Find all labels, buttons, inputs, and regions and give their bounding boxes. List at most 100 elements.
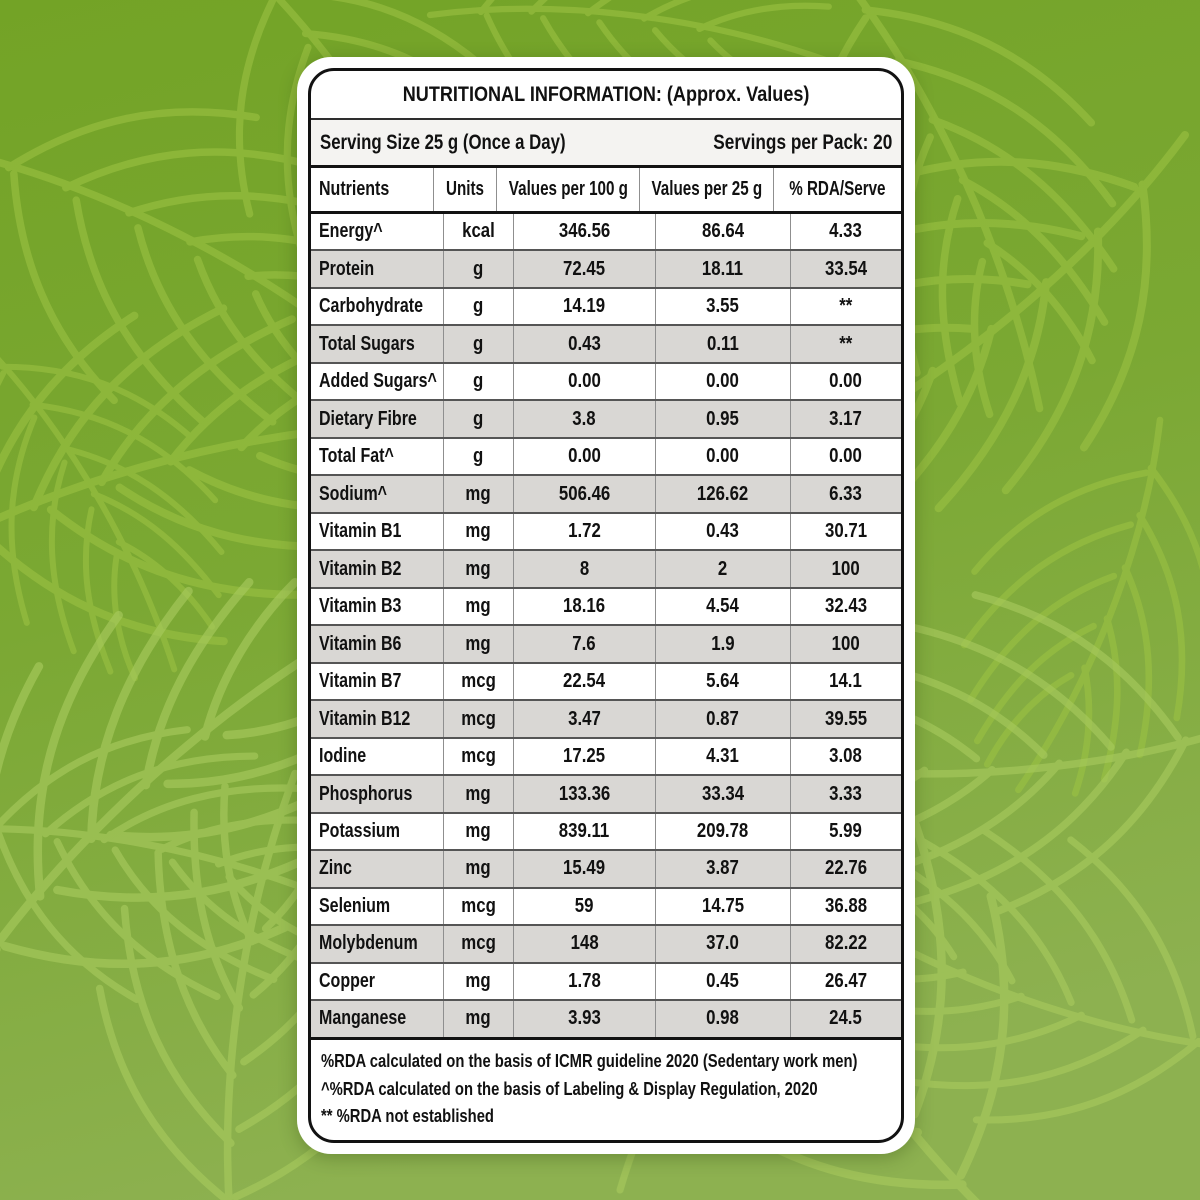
nutrient-name-cell: Vitamin B6 (311, 626, 443, 661)
nutrient-name-cell: Vitamin B2 (311, 551, 443, 586)
header-rda-per-serve-text: % RDA/Serve (789, 178, 886, 200)
rda-percent-cell: 24.5 (789, 1001, 901, 1037)
footnote-rda-labeling: ^%RDA calculated on the basis of Labelin… (321, 1075, 891, 1103)
header-units: Units (432, 168, 497, 211)
value-per-100g-cell-text: 346.56 (558, 220, 611, 243)
value-per-100g-cell: 15.49 (512, 851, 656, 887)
rda-percent-cell: ** (789, 326, 901, 362)
rda-percent-cell-text: 26.47 (824, 969, 867, 992)
unit-cell: mcg (443, 663, 512, 700)
table-row: Dietary Fibre g 3.8 0.95 3.17 (311, 399, 901, 437)
table-row: Potassium mg 839.11 209.78 5.99 (311, 811, 901, 850)
table-header-row: Nutrients Units Values per 100 g Values … (311, 168, 901, 214)
header-units-text: Units (446, 178, 485, 200)
nutrient-name-cell: Carbohydrate (311, 289, 443, 324)
rda-percent-cell-text: 3.33 (829, 782, 863, 805)
nutrient-name-cell-text: Phosphorus (319, 782, 413, 805)
table-row: Copper mg 1.78 0.45 26.47 (311, 961, 901, 1000)
value-per-25g-cell-text: 18.11 (702, 257, 744, 280)
value-per-100g-cell: 22.54 (512, 663, 656, 700)
value-per-100g-cell-text: 1.72 (568, 520, 601, 543)
value-per-25g-cell-text: 3.87 (706, 857, 740, 880)
nutrient-name-cell-text: Copper (319, 969, 375, 992)
table-body: Energy^ kcal 346.56 86.64 4.33 Protein g 72.45 1… (311, 214, 901, 1037)
rda-percent-cell: 0.00 (789, 438, 901, 475)
value-per-25g-cell-text: 0.98 (706, 1007, 740, 1030)
table-row: Carbohydrate g 14.19 3.55 ** (311, 286, 901, 325)
nutrient-name-cell: Vitamin B3 (311, 589, 443, 624)
nutrient-name-cell-text: Potassium (319, 819, 400, 842)
value-per-25g-cell-text: 0.00 (706, 370, 740, 393)
table-row: Phosphorus mg 133.36 33.34 3.33 (311, 774, 901, 812)
rda-percent-cell-text: 6.33 (829, 482, 863, 505)
nutrient-name-cell-text: Vitamin B7 (319, 670, 402, 693)
rda-percent-cell-text: 0.00 (829, 445, 863, 468)
value-per-25g-cell: 3.55 (655, 288, 789, 325)
value-per-25g-cell: 0.98 (655, 1001, 789, 1037)
value-per-25g-cell-text: 0.87 (706, 707, 740, 730)
unit-cell-text: g (473, 257, 484, 280)
nutrient-name-cell: Vitamin B7 (311, 664, 443, 699)
table-row: Vitamin B7 mcg 22.54 5.64 14.1 (311, 661, 901, 700)
rda-percent-cell: 36.88 (789, 888, 901, 925)
unit-cell-text: mcg (461, 745, 496, 768)
unit-cell-text: mg (465, 632, 491, 655)
unit-cell: kcal (443, 214, 512, 250)
value-per-100g-cell: 17.25 (512, 738, 656, 775)
unit-cell-text: g (473, 407, 484, 430)
value-per-100g-cell: 1.78 (512, 963, 656, 1000)
unit-cell: mg (443, 626, 512, 662)
unit-cell-text: mg (465, 482, 491, 505)
nutrient-name-cell: Zinc (311, 851, 443, 886)
nutrient-name-cell-text: Carbohydrate (319, 295, 424, 318)
unit-cell: mg (443, 851, 512, 887)
rda-percent-cell-text: 32.43 (824, 595, 867, 618)
header-values-per-100g-text: Values per 100 g (508, 178, 628, 200)
footnote-rda-icmr-text: %RDA calculated on the basis of ICMR gui… (321, 1049, 858, 1071)
value-per-100g-cell: 148 (512, 926, 656, 962)
value-per-100g-cell-text: 3.47 (568, 707, 601, 730)
value-per-25g-cell: 0.00 (655, 363, 789, 400)
table-row: Sodium^ mg 506.46 126.62 6.33 (311, 474, 901, 512)
table-row: Iodine mcg 17.25 4.31 3.08 (311, 736, 901, 775)
value-per-100g-cell: 1.72 (512, 513, 656, 550)
nutrient-name-cell-text: Sodium^ (319, 482, 388, 505)
rda-percent-cell: 100 (789, 551, 901, 587)
nutrient-name-cell: Phosphorus (311, 776, 443, 811)
nutrient-name-cell: Protein (311, 251, 443, 286)
value-per-100g-cell-text: 59 (575, 894, 594, 917)
rda-percent-cell-text: 82.22 (824, 932, 867, 955)
nutrient-name-cell-text: Added Sugars^ (319, 370, 437, 393)
nutrient-name-cell: Molybdenum (311, 926, 443, 961)
rda-percent-cell: 26.47 (789, 963, 901, 1000)
rda-percent-cell: 30.71 (789, 513, 901, 550)
unit-cell: mg (443, 551, 512, 587)
rda-percent-cell: 39.55 (789, 701, 901, 737)
unit-cell-text: mg (465, 857, 491, 880)
table-row: Vitamin B2 mg 8 2 100 (311, 549, 901, 587)
header-values-per-25g-text: Values per 25 g (651, 178, 762, 200)
rda-percent-cell: 3.17 (789, 401, 901, 437)
value-per-25g-cell: 4.54 (655, 588, 789, 625)
value-per-25g-cell-text: 4.31 (706, 745, 740, 768)
nutrient-name-cell-text: Total Sugars (319, 332, 415, 355)
header-nutrients-text: Nutrients (319, 178, 390, 200)
value-per-25g-cell-text: 3.55 (706, 295, 740, 318)
unit-cell: mg (443, 813, 512, 850)
unit-cell: mcg (443, 926, 512, 962)
unit-cell: mg (443, 963, 512, 1000)
unit-cell-text: mg (465, 557, 491, 580)
rda-percent-cell: 4.33 (789, 214, 901, 250)
unit-cell: g (443, 251, 512, 287)
value-per-100g-cell: 18.16 (512, 588, 656, 625)
unit-cell-text: mg (465, 595, 491, 618)
value-per-100g-cell: 3.93 (512, 1001, 656, 1037)
unit-cell: g (443, 363, 512, 400)
rda-percent-cell-text: 5.99 (829, 819, 863, 842)
value-per-100g-cell: 3.8 (512, 401, 656, 437)
rda-percent-cell: 82.22 (789, 926, 901, 962)
rda-percent-cell: 22.76 (789, 851, 901, 887)
nutrient-name-cell: Total Sugars (311, 326, 443, 361)
unit-cell-text: mg (465, 1007, 491, 1030)
unit-cell-text: g (473, 370, 484, 393)
